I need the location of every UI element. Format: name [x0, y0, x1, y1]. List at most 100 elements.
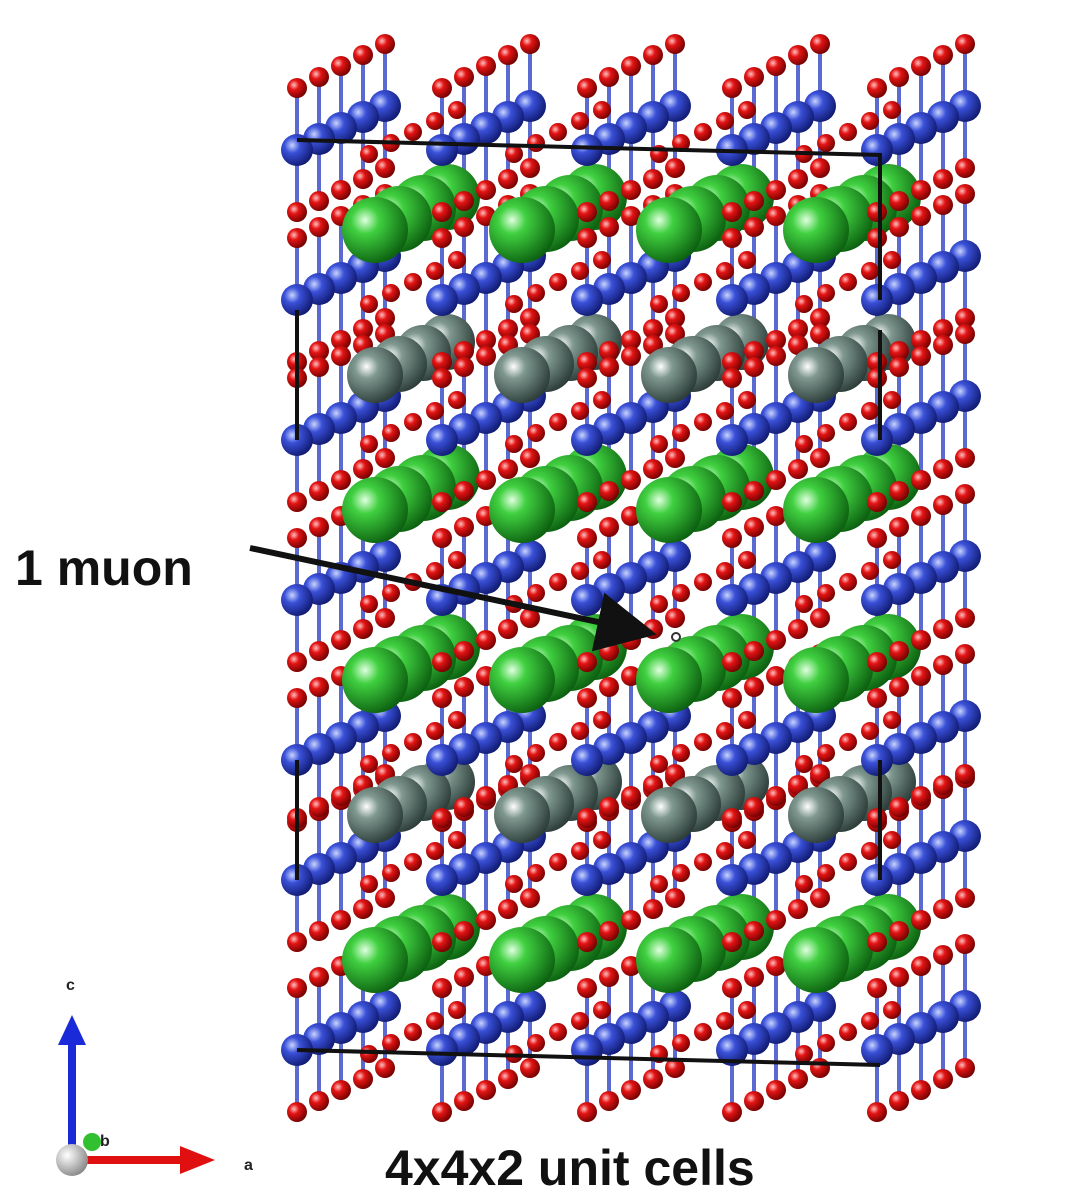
oxygen-atom [382, 864, 400, 882]
oxygen-atom [911, 666, 931, 686]
oxygen-atom [744, 517, 764, 537]
metal-atom [861, 134, 893, 166]
oxygen-atom [672, 424, 690, 442]
oxygen-atom [955, 764, 975, 784]
oxygen-atom [527, 1034, 545, 1052]
oxygen-atom [360, 875, 378, 893]
oxygen-atom [287, 978, 307, 998]
oxygen-atom [593, 1001, 611, 1019]
oxygen-atom [331, 56, 351, 76]
oxygen-atom [672, 284, 690, 302]
oxygen-atom [309, 191, 329, 211]
large-cation [783, 647, 849, 713]
metal-atom [426, 744, 458, 776]
oxygen-atom [426, 262, 444, 280]
oxygen-atom [571, 262, 589, 280]
oxygen-atom [861, 402, 879, 420]
oxygen-atom [498, 619, 518, 639]
oxygen-atom [404, 413, 422, 431]
large-cation [636, 477, 702, 543]
oxygen-atom [883, 101, 901, 119]
oxygen-atom [404, 123, 422, 141]
oxygen-atom [911, 956, 931, 976]
oxygen-atom [353, 459, 373, 479]
oxygen-atom [404, 853, 422, 871]
oxygen-atom [599, 677, 619, 697]
oxygen-atom [571, 1012, 589, 1030]
oxygen-atom [722, 492, 742, 512]
oxygen-atom [722, 808, 742, 828]
oxygen-atom [599, 517, 619, 537]
oxygen-atom [599, 67, 619, 87]
oxygen-atom [933, 899, 953, 919]
oxygen-atom [498, 1069, 518, 1089]
oxygen-atom [650, 875, 668, 893]
oxygen-atom [722, 78, 742, 98]
oxygen-atom [577, 368, 597, 388]
oxygen-atom [795, 1045, 813, 1063]
oxygen-atom [353, 619, 373, 639]
oxygen-atom [599, 481, 619, 501]
oxygen-atom [788, 45, 808, 65]
oxygen-atom [571, 722, 589, 740]
oxygen-atom [643, 899, 663, 919]
oxygen-atom [331, 1080, 351, 1100]
oxygen-atom [722, 688, 742, 708]
oxygen-atom [309, 641, 329, 661]
oxygen-atom [810, 158, 830, 178]
oxygen-atom [527, 744, 545, 762]
oxygen-atom [766, 470, 786, 490]
oxygen-atom [549, 123, 567, 141]
oxygen-atom [331, 470, 351, 490]
oxygen-atom [722, 1102, 742, 1122]
oxygen-atom [738, 101, 756, 119]
oxygen-atom [599, 921, 619, 941]
oxygen-atom [571, 402, 589, 420]
oxygen-atom [650, 755, 668, 773]
oxygen-atom [722, 978, 742, 998]
oxygen-atom [549, 1023, 567, 1041]
oxygen-atom [672, 1034, 690, 1052]
oxygen-atom [577, 978, 597, 998]
oxygen-atom [867, 368, 887, 388]
oxygen-atom [571, 842, 589, 860]
large-cation [342, 197, 408, 263]
oxygen-atom [744, 481, 764, 501]
oxygen-atom [353, 45, 373, 65]
oxygen-atom [665, 34, 685, 54]
cation [347, 347, 403, 403]
oxygen-atom [549, 573, 567, 591]
oxygen-atom [287, 492, 307, 512]
oxygen-atom [287, 228, 307, 248]
oxygen-atom [404, 273, 422, 291]
oxygen-atom [955, 448, 975, 468]
oxygen-atom [810, 608, 830, 628]
oxygen-atom [933, 945, 953, 965]
oxygen-atom [766, 910, 786, 930]
oxygen-atom [309, 967, 329, 987]
oxygen-atom [505, 435, 523, 453]
oxygen-atom [382, 744, 400, 762]
metal-atom [281, 584, 313, 616]
oxygen-atom [716, 842, 734, 860]
oxygen-atom [621, 910, 641, 930]
oxygen-atom [432, 932, 452, 952]
oxygen-atom [817, 424, 835, 442]
oxygen-atom [839, 853, 857, 871]
oxygen-atom [476, 630, 496, 650]
oxygen-atom [454, 677, 474, 697]
oxygen-atom [955, 184, 975, 204]
oxygen-atom [665, 888, 685, 908]
oxygen-atom [432, 78, 452, 98]
oxygen-atom [839, 733, 857, 751]
oxygen-atom [933, 495, 953, 515]
metal-atom [861, 424, 893, 456]
large-cation [342, 927, 408, 993]
oxygen-atom [643, 45, 663, 65]
oxygen-atom [309, 517, 329, 537]
oxygen-atom [766, 786, 786, 806]
oxygen-atom [448, 251, 466, 269]
axis-b-label: b [100, 1133, 110, 1150]
oxygen-atom [955, 158, 975, 178]
oxygen-atom [766, 346, 786, 366]
